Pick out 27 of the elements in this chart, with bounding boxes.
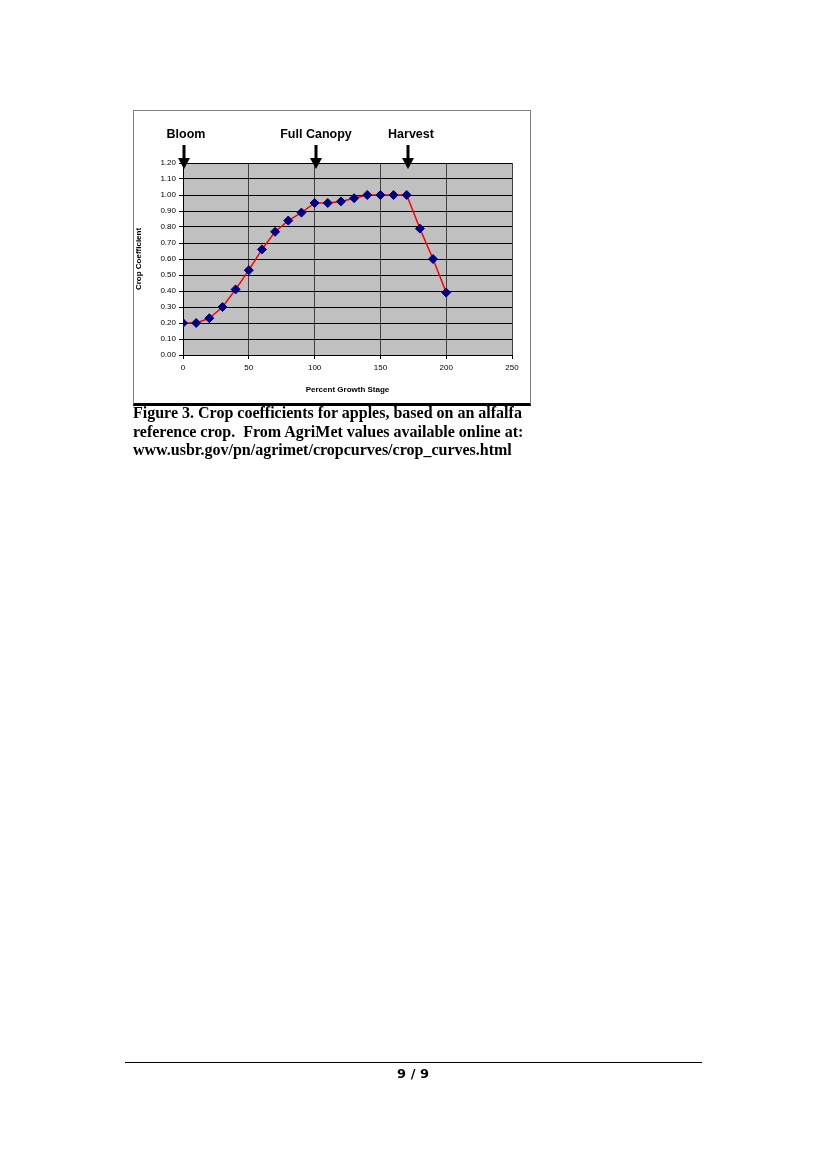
y-tick-label: 0.20 [160, 318, 177, 328]
text: Bloom [166, 126, 206, 142]
text: Full Canopy [280, 126, 352, 142]
y-tick-label: 0.00 [160, 350, 177, 360]
caption: Figure 3. Crop coefficients for apples, based on an alfalfa reference crop. From AgriMet values available online at: www.usbr.gov/pn/agrimet/cropcurves/crop_curves.html [133, 404, 525, 460]
y-axis-title: Crop Coefficient [134, 227, 143, 291]
x-tick-label: 200 [439, 363, 454, 372]
y-tick-label: 0.70 [160, 238, 177, 248]
y-tick-label: 0.60 [160, 254, 177, 264]
y-tick-label: 0.90 [160, 206, 177, 216]
x-tick-label: 50 [244, 363, 254, 372]
y-tick-label: 0.10 [160, 334, 177, 344]
y-tick-label: 1.20 [160, 158, 177, 168]
y-tick-label: 0.30 [160, 302, 177, 312]
figure-frame: Percent Growth Stage Crop Coefficient 0 50 100 150 200 250 0.00 0.10 0.20 0.30 0.40 0.50 0.60 0.70 0.80 0.90 1.00 1.10 1.20 Bloom Full Canopy Harvest [133, 110, 531, 406]
text: Harvest [388, 126, 434, 142]
y-tick-label: 0.80 [160, 222, 177, 232]
y-tick-label: 1.00 [160, 190, 177, 200]
x-tick-label: 100 [307, 363, 322, 372]
text: 9 / 9 [397, 1066, 429, 1081]
y-tick-label: 0.40 [160, 286, 177, 296]
x-tick-label: 250 [505, 363, 520, 372]
y-tick-label: 1.10 [160, 174, 177, 184]
x-axis-title: Percent Growth Stage [305, 385, 390, 395]
x-tick-label: 0 [180, 363, 186, 372]
y-tick-label: 0.50 [160, 270, 177, 280]
x-tick-label: 150 [373, 363, 388, 372]
